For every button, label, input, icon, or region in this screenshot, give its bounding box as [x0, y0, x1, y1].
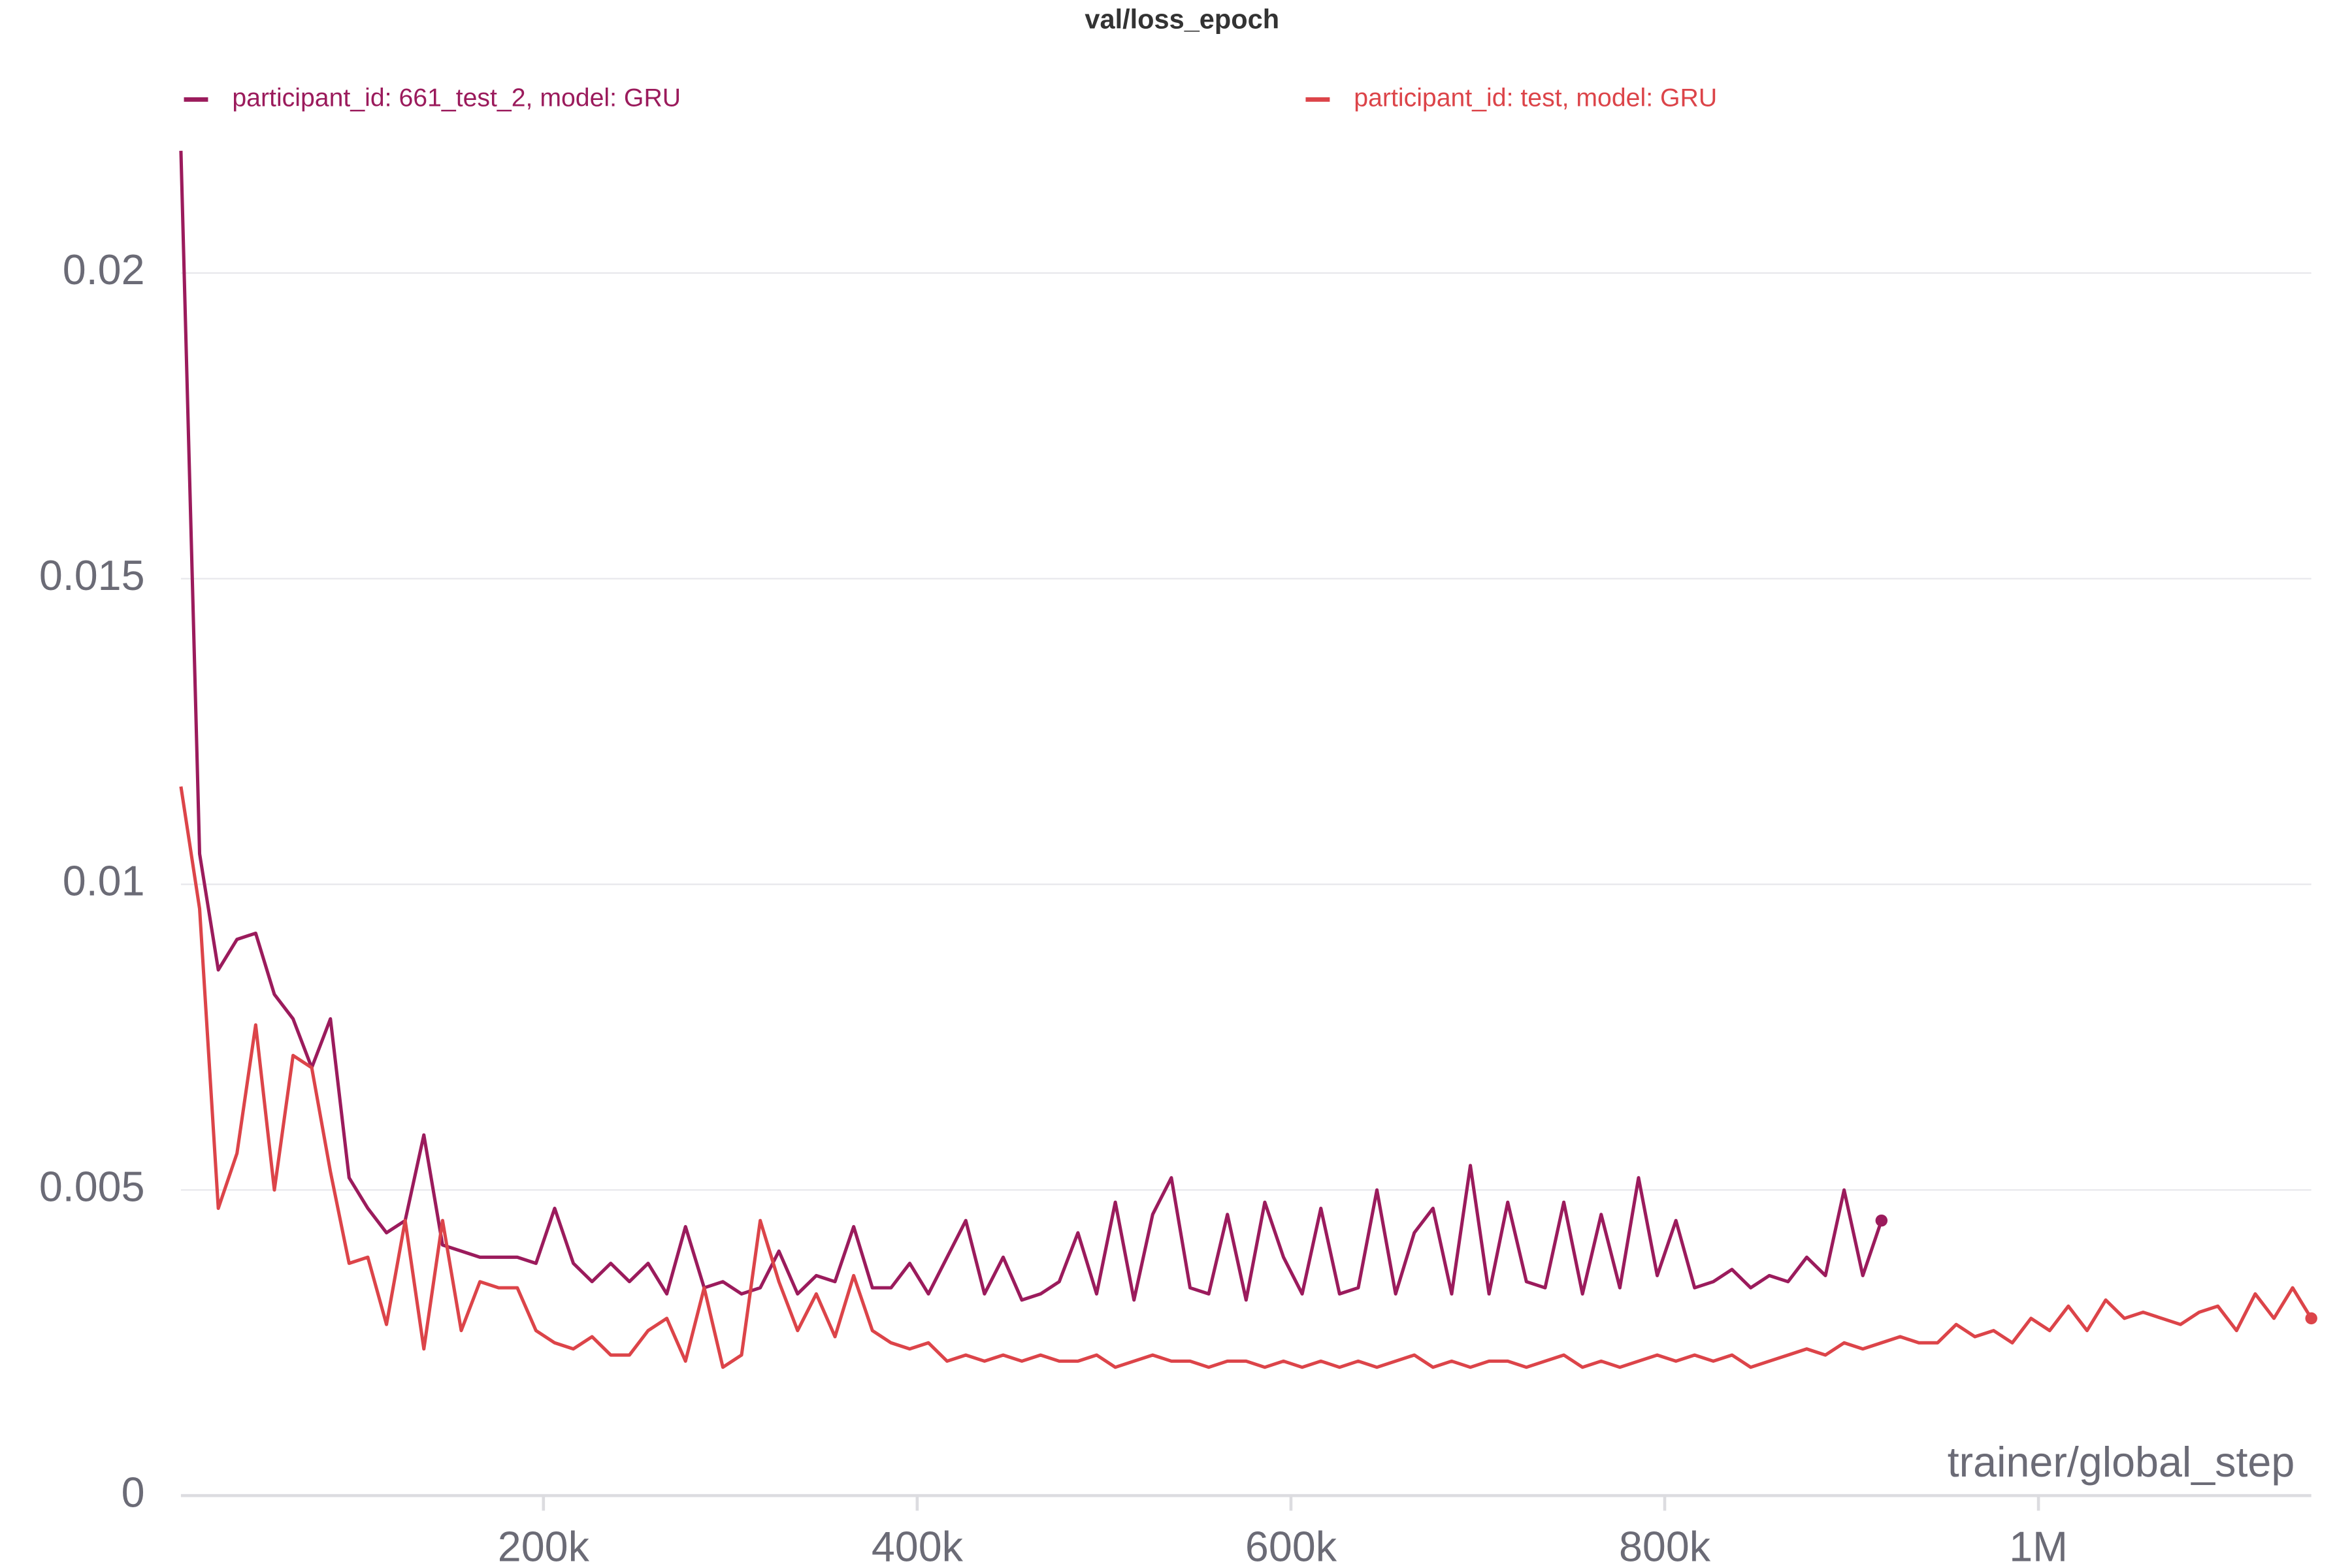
x-tick-label: 400k	[872, 1523, 964, 1568]
y-tick-label: 0.005	[39, 1163, 145, 1210]
x-tick-label: 600k	[1245, 1523, 1337, 1568]
x-tick-label: 800k	[1619, 1523, 1711, 1568]
legend-label: participant_id: 661_test_2, model: GRU	[232, 84, 681, 112]
x-tick-label: 1M	[2009, 1523, 2068, 1568]
y-tick-label: 0.015	[39, 552, 145, 599]
chart-title: val/loss_epoch	[1085, 3, 1279, 34]
y-tick-label: 0	[122, 1469, 145, 1516]
y-tick-label: 0.02	[63, 246, 145, 293]
end-point	[1875, 1214, 1888, 1227]
end-point	[2305, 1312, 2317, 1325]
y-tick-label: 0.01	[63, 858, 145, 905]
series-line	[179, 786, 2313, 1369]
x-tick-label: 200k	[498, 1523, 590, 1568]
x-axis-label: trainer/global_step	[1948, 1439, 2295, 1486]
legend-label: participant_id: test, model: GRU	[1354, 84, 1717, 112]
series-line	[179, 150, 1884, 1302]
